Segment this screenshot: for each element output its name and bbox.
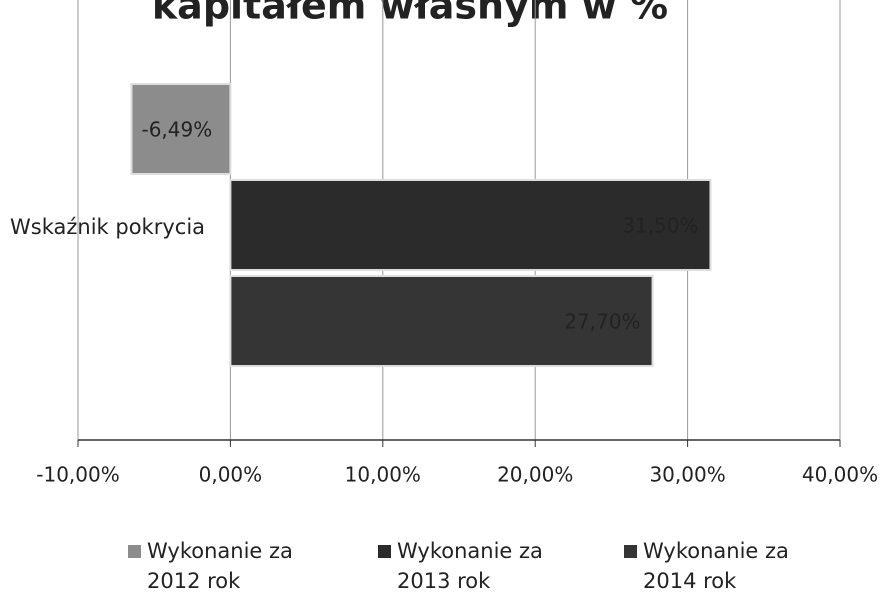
- data-label: 31,50%: [622, 214, 698, 238]
- x-tick-label: 0,00%: [199, 463, 263, 487]
- data-label: 27,70%: [564, 310, 640, 334]
- legend-swatch: [624, 545, 637, 558]
- legend-label: Wykonanie za 2013 rok: [397, 539, 543, 593]
- legend-label: Wykonanie za 2012 rok: [147, 539, 293, 593]
- x-tick-label: 30,00%: [649, 463, 725, 487]
- legend-label: Wykonanie za 2014 rok: [643, 539, 789, 593]
- legend-item: Wykonanie za 2012 rok: [128, 536, 318, 596]
- x-tick-label: 20,00%: [497, 463, 573, 487]
- legend-swatch: [128, 545, 141, 558]
- data-label: -6,49%: [141, 118, 212, 142]
- legend-item: Wykonanie za 2014 rok: [624, 536, 814, 596]
- legend-item: Wykonanie za 2013 rok: [378, 536, 568, 596]
- x-tick-label: -10,00%: [36, 463, 119, 487]
- x-tick-label: 40,00%: [802, 463, 878, 487]
- x-tick-label: 10,00%: [345, 463, 421, 487]
- chart-title: kapitałem własnym w %: [152, 0, 668, 28]
- legend-swatch: [378, 545, 391, 558]
- category-label: Wskaźnik pokrycia: [10, 215, 205, 239]
- bar: [229, 275, 654, 367]
- bar: [130, 83, 232, 175]
- bar: [229, 179, 712, 271]
